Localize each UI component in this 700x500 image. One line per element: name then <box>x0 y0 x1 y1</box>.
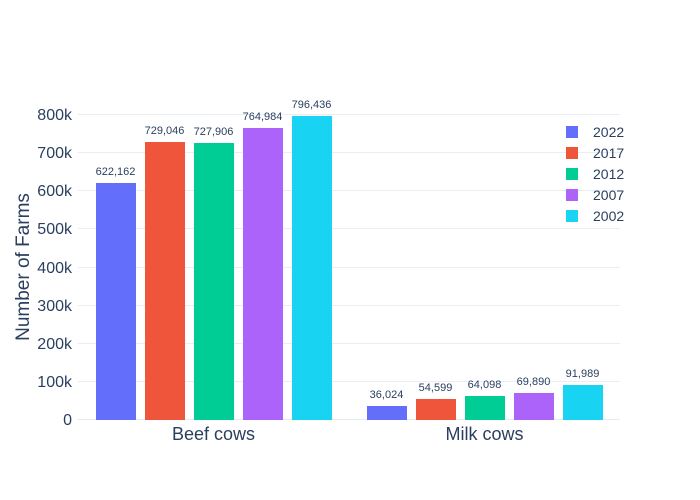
bar-value-label-2002-beef-cows: 796,436 <box>291 99 332 112</box>
legend-item-2007[interactable]: 2007 <box>566 184 624 205</box>
bar-value-label-2007-beef-cows: 764,984 <box>242 111 283 124</box>
bar-2017-milk-cows <box>415 399 456 420</box>
x-axis-line <box>78 419 620 420</box>
legend-item-2017[interactable]: 2017 <box>566 142 624 163</box>
y-tick-label: 500k <box>37 221 72 239</box>
legend-swatch-2017 <box>566 146 578 159</box>
x-tick-label-beef-cows: Beef cows <box>171 424 256 444</box>
gridline <box>78 380 620 382</box>
bar-value-label-2012-beef-cows: 727,906 <box>193 125 234 138</box>
bar-value-label-2012-milk-cows: 64,098 <box>467 378 502 391</box>
bar-value-label-2017-milk-cows: 54,599 <box>418 382 453 395</box>
y-tick-label: 100k <box>37 373 72 391</box>
bar-2007-milk-cows <box>513 393 554 420</box>
bar-2007-beef-cows <box>242 128 283 420</box>
y-tick-label: 400k <box>37 259 72 277</box>
bar-2017-beef-cows <box>144 142 185 420</box>
y-tick-label: 200k <box>37 335 72 353</box>
bar-value-label-2002-milk-cows: 91,989 <box>565 367 600 380</box>
legend-item-2022[interactable]: 2022 <box>566 121 624 142</box>
legend: 2022 2017 2012 2007 2002 <box>566 121 624 226</box>
legend-label: 2017 <box>593 144 625 161</box>
legend-label: 2002 <box>593 207 625 224</box>
gridline <box>78 266 620 268</box>
legend-label: 2012 <box>593 165 625 182</box>
legend-swatch-2007 <box>566 188 578 201</box>
y-tick-label: 800k <box>37 107 72 124</box>
bar-2002-milk-cows <box>562 384 603 420</box>
legend-item-2012[interactable]: 2012 <box>566 163 624 184</box>
bar-value-label-2007-milk-cows: 69,890 <box>516 376 551 389</box>
legend-swatch-2002 <box>566 209 578 222</box>
bar-value-label-2017-beef-cows: 729,046 <box>144 125 185 138</box>
legend-swatch-2022 <box>566 125 578 138</box>
legend-swatch-2012 <box>566 167 578 180</box>
y-tick-label: 700k <box>37 145 72 163</box>
bar-2022-milk-cows <box>366 406 407 420</box>
y-tick-label: 0 <box>63 412 72 429</box>
gridline <box>78 152 620 154</box>
gridline <box>78 228 620 230</box>
gridline <box>78 114 620 115</box>
y-tick-label: 300k <box>37 297 72 315</box>
gridline <box>78 190 620 192</box>
x-tick-label-milk-cows: Milk cows <box>445 424 524 444</box>
gridline <box>78 342 620 344</box>
bar-value-label-2022-milk-cows: 36,024 <box>369 389 404 402</box>
bar-2012-milk-cows <box>464 395 505 420</box>
legend-label: 2007 <box>593 186 625 203</box>
plot-area: 622,162 729,046 727,906 764,984 796,436 36,02… <box>78 100 620 420</box>
y-tick-label: 600k <box>37 183 72 201</box>
bar-value-label-2022-beef-cows: 622,162 <box>95 165 136 178</box>
bar-2002-beef-cows <box>291 116 332 420</box>
bar-2012-beef-cows <box>193 142 234 420</box>
gridline <box>78 304 620 306</box>
bar-2022-beef-cows <box>95 182 136 420</box>
legend-item-2002[interactable]: 2002 <box>566 205 624 226</box>
legend-label: 2022 <box>593 123 625 140</box>
